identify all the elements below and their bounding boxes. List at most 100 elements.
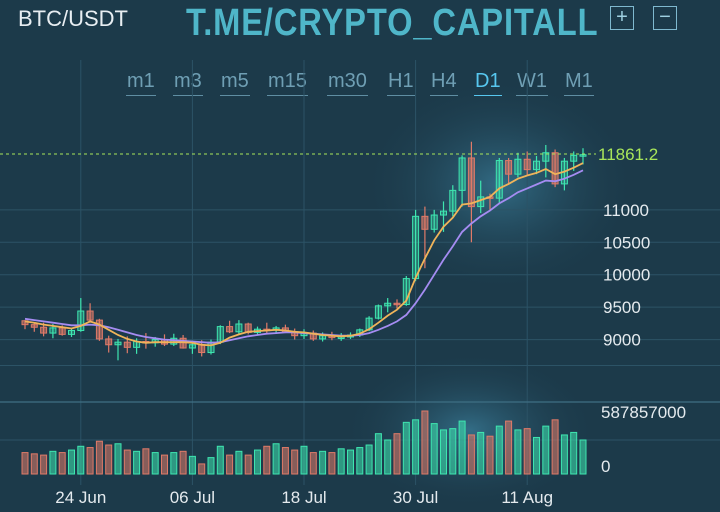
candle: [514, 152, 522, 178]
timeframe-tab-m5[interactable]: m5: [220, 70, 250, 96]
candle: [579, 148, 587, 165]
candle-body: [198, 344, 206, 354]
timeframe-tab-h1[interactable]: H1: [387, 70, 415, 96]
volume-bar: [133, 450, 141, 475]
zoom-out-button[interactable]: −: [653, 6, 677, 30]
volume-bar: [309, 452, 317, 475]
volume-bar: [570, 431, 578, 475]
candle-body: [95, 319, 103, 340]
volume-bar: [207, 457, 215, 475]
timeframe-tab-w1[interactable]: W1: [516, 70, 548, 96]
candle-body: [570, 154, 578, 162]
volume-bar: [188, 455, 196, 475]
candle: [309, 330, 317, 341]
volume-bar: [458, 420, 466, 475]
candle-body: [467, 157, 475, 208]
volume-bar: [477, 431, 485, 475]
volume-bar: [402, 421, 410, 475]
zoom-in-button[interactable]: +: [610, 6, 634, 30]
last-price-label: 11861.2: [598, 145, 658, 164]
volume-bar: [170, 452, 178, 475]
volume-bar: [374, 433, 382, 475]
volume-bar: [337, 448, 345, 475]
volume-bar: [393, 433, 401, 475]
candle-body: [207, 341, 215, 354]
volume-bar: [21, 452, 29, 475]
volume-bar: [281, 447, 289, 475]
candle-body: [440, 210, 447, 216]
candle-body: [579, 154, 587, 157]
volume-bar: [142, 448, 150, 475]
candle-body: [105, 338, 113, 346]
volume-bar: [542, 425, 550, 475]
volume-bar: [514, 429, 522, 475]
volume-bar: [198, 463, 206, 475]
candle: [430, 209, 438, 233]
timeframe-tab-m30[interactable]: m30: [327, 70, 368, 96]
volume-bar: [114, 443, 122, 475]
candle: [467, 141, 475, 243]
volume-bar: [421, 410, 429, 475]
candle: [533, 156, 540, 175]
candle: [523, 151, 531, 175]
candle-body: [68, 329, 75, 335]
price-tick-label: 9000: [603, 331, 641, 350]
candle: [235, 320, 243, 335]
candle: [393, 299, 401, 309]
candle-body: [495, 160, 503, 199]
timeframe-tab-m15[interactable]: m15: [267, 70, 308, 96]
volume-bar: [161, 454, 168, 475]
timeframe-tab-d1[interactable]: D1: [474, 70, 502, 96]
grid: [0, 60, 720, 485]
volume-bar: [356, 447, 364, 475]
candle-body: [514, 158, 522, 175]
candle-body: [384, 302, 392, 307]
volume-bar: [412, 419, 420, 475]
volume-bars: [21, 410, 587, 475]
candle-body: [188, 344, 196, 349]
candle: [86, 303, 94, 323]
volume-bar: [486, 435, 494, 475]
date-tick-label: 11 Aug: [501, 488, 553, 507]
candle: [95, 318, 103, 341]
price-tick-label: 9500: [603, 298, 641, 317]
candle: [374, 304, 382, 320]
candle: [542, 144, 550, 178]
candle-body: [86, 310, 94, 321]
volume-bar: [49, 450, 57, 475]
watermark-logo: T.ME/CRYPTO_CAPITALL: [186, 2, 599, 44]
date-tick-label: 30 Jul: [393, 488, 438, 507]
candle-body: [412, 215, 420, 280]
volume-bar: [560, 434, 568, 475]
candle-body: [542, 152, 550, 162]
volume-bar: [123, 449, 131, 475]
candle-body: [533, 160, 540, 171]
candle: [449, 185, 457, 217]
volume-bar: [254, 449, 261, 475]
volume-bar: [347, 449, 354, 475]
candle: [142, 333, 150, 349]
volume-bar: [430, 423, 438, 475]
volume-bar: [244, 454, 252, 475]
volume-bar: [30, 453, 38, 475]
candle-body: [58, 327, 66, 335]
volume-bar: [272, 443, 280, 475]
timeframe-tab-m3[interactable]: m3: [173, 70, 203, 96]
candle: [105, 335, 113, 353]
volume-bar: [58, 452, 66, 475]
candle-body: [123, 341, 131, 348]
volume-bar: [384, 439, 392, 475]
volume-bar: [151, 452, 159, 475]
timeframe-tab-m1-month[interactable]: M1: [564, 70, 594, 96]
candle: [412, 209, 420, 282]
candle: [291, 328, 299, 340]
candle-body: [458, 157, 466, 191]
candle: [114, 338, 122, 361]
candle-body: [226, 326, 234, 333]
volume-bar: [495, 425, 503, 475]
volume-bar: [226, 454, 234, 475]
timeframe-tab-h4[interactable]: H4: [430, 70, 458, 96]
timeframe-tab-m1[interactable]: m1: [126, 70, 156, 96]
